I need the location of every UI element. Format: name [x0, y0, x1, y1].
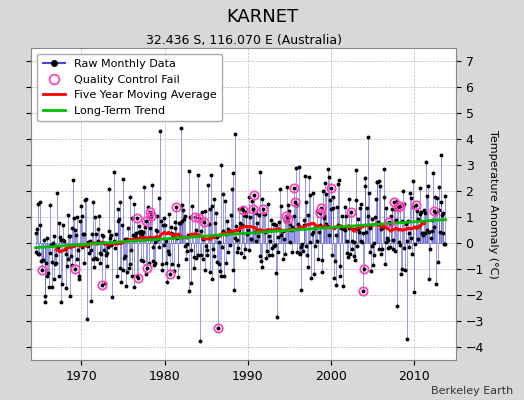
Text: KARNET: KARNET — [226, 8, 298, 26]
Text: Berkeley Earth: Berkeley Earth — [431, 386, 514, 396]
Title: 32.436 S, 116.070 E (Australia): 32.436 S, 116.070 E (Australia) — [146, 34, 342, 47]
Y-axis label: Temperature Anomaly (°C): Temperature Anomaly (°C) — [488, 130, 498, 278]
Legend: Raw Monthly Data, Quality Control Fail, Five Year Moving Average, Long-Term Tren: Raw Monthly Data, Quality Control Fail, … — [37, 54, 222, 121]
